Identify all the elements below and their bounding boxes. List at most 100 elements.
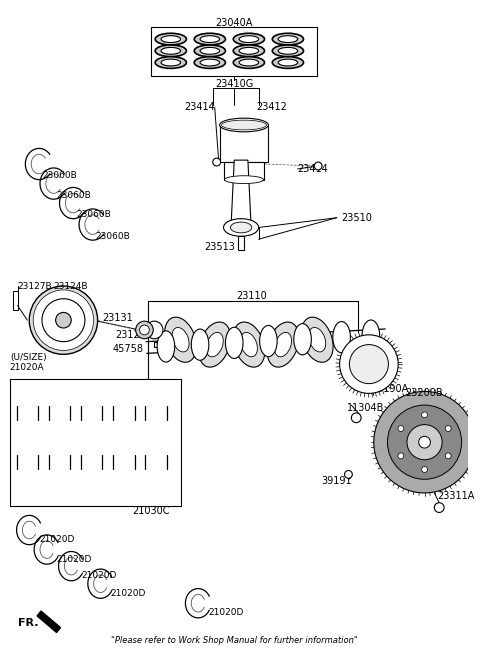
Circle shape <box>398 453 404 459</box>
Text: 21030C: 21030C <box>132 506 169 516</box>
Text: 21020D: 21020D <box>39 535 74 544</box>
Bar <box>12 291 18 310</box>
Ellipse shape <box>219 118 268 132</box>
Ellipse shape <box>161 59 180 66</box>
Text: 21020D: 21020D <box>57 555 92 564</box>
Ellipse shape <box>222 120 266 130</box>
Text: 23127B: 23127B <box>18 281 52 291</box>
Circle shape <box>213 158 221 166</box>
Text: 23513: 23513 <box>204 242 235 252</box>
Ellipse shape <box>161 35 180 43</box>
Ellipse shape <box>239 35 259 43</box>
Ellipse shape <box>200 59 219 66</box>
Text: 23110: 23110 <box>237 291 267 301</box>
Ellipse shape <box>155 56 186 68</box>
Bar <box>225 162 264 180</box>
Ellipse shape <box>206 333 223 357</box>
Ellipse shape <box>278 47 298 54</box>
Circle shape <box>29 286 97 354</box>
Circle shape <box>140 325 149 335</box>
Text: 21020D: 21020D <box>81 571 116 581</box>
Circle shape <box>56 312 71 328</box>
Ellipse shape <box>301 317 333 362</box>
Circle shape <box>374 392 475 493</box>
Text: 23060B: 23060B <box>42 171 77 180</box>
Ellipse shape <box>272 45 303 56</box>
Circle shape <box>314 162 322 170</box>
Text: 23410G: 23410G <box>215 79 253 89</box>
Ellipse shape <box>230 222 252 233</box>
Ellipse shape <box>333 321 350 353</box>
Text: 23414: 23414 <box>297 164 328 174</box>
Ellipse shape <box>272 56 303 68</box>
Ellipse shape <box>192 329 209 360</box>
Bar <box>238 236 244 250</box>
Text: 23124B: 23124B <box>54 281 88 291</box>
Circle shape <box>136 321 153 338</box>
Circle shape <box>445 453 451 459</box>
Ellipse shape <box>278 59 298 66</box>
Text: 39191: 39191 <box>322 476 352 486</box>
Bar <box>219 125 268 162</box>
Text: 39190A: 39190A <box>371 384 408 394</box>
Text: 23060B: 23060B <box>76 211 111 219</box>
Ellipse shape <box>200 35 219 43</box>
Polygon shape <box>231 160 251 220</box>
Ellipse shape <box>145 321 163 338</box>
Bar <box>154 342 164 346</box>
Ellipse shape <box>239 47 259 54</box>
Text: 23311A: 23311A <box>437 491 475 501</box>
Bar <box>151 28 317 76</box>
Text: 23412: 23412 <box>256 102 287 112</box>
Polygon shape <box>37 611 60 632</box>
Ellipse shape <box>224 218 259 236</box>
Ellipse shape <box>233 56 264 68</box>
Text: 21020D: 21020D <box>110 589 145 598</box>
Ellipse shape <box>267 322 299 367</box>
Ellipse shape <box>233 45 264 56</box>
Circle shape <box>398 426 404 432</box>
Circle shape <box>445 426 451 432</box>
Ellipse shape <box>194 45 226 56</box>
Text: "Please refer to Work Shop Manual for further information": "Please refer to Work Shop Manual for fu… <box>111 636 358 645</box>
Ellipse shape <box>226 327 243 358</box>
Text: 11304B: 11304B <box>347 403 384 413</box>
Ellipse shape <box>272 33 303 45</box>
Ellipse shape <box>165 317 196 362</box>
Ellipse shape <box>172 327 189 352</box>
Text: 23060B: 23060B <box>57 191 91 200</box>
Text: 45758: 45758 <box>112 344 143 354</box>
Circle shape <box>42 298 85 342</box>
Circle shape <box>407 424 442 460</box>
Text: 21020D: 21020D <box>208 609 243 617</box>
Text: 23040A: 23040A <box>216 18 253 28</box>
Ellipse shape <box>260 325 277 357</box>
Circle shape <box>421 412 428 418</box>
Text: 23120: 23120 <box>115 330 146 340</box>
Text: 21020A: 21020A <box>10 363 44 371</box>
Circle shape <box>421 466 428 472</box>
Ellipse shape <box>161 47 180 54</box>
Ellipse shape <box>155 45 186 56</box>
Ellipse shape <box>275 333 291 357</box>
Ellipse shape <box>199 322 230 367</box>
Circle shape <box>419 436 431 448</box>
Ellipse shape <box>239 59 259 66</box>
Text: 23131: 23131 <box>102 314 133 323</box>
Circle shape <box>351 413 361 422</box>
Ellipse shape <box>240 333 257 357</box>
Ellipse shape <box>225 176 264 184</box>
Ellipse shape <box>194 33 226 45</box>
Ellipse shape <box>200 47 219 54</box>
Circle shape <box>345 470 352 478</box>
Text: 23510: 23510 <box>342 213 372 223</box>
Ellipse shape <box>194 56 226 68</box>
Circle shape <box>33 290 94 350</box>
Ellipse shape <box>294 323 312 355</box>
Text: 23414: 23414 <box>185 102 216 112</box>
Circle shape <box>349 344 388 384</box>
Circle shape <box>387 405 462 480</box>
Ellipse shape <box>278 35 298 43</box>
Ellipse shape <box>233 322 265 367</box>
Ellipse shape <box>309 327 326 352</box>
